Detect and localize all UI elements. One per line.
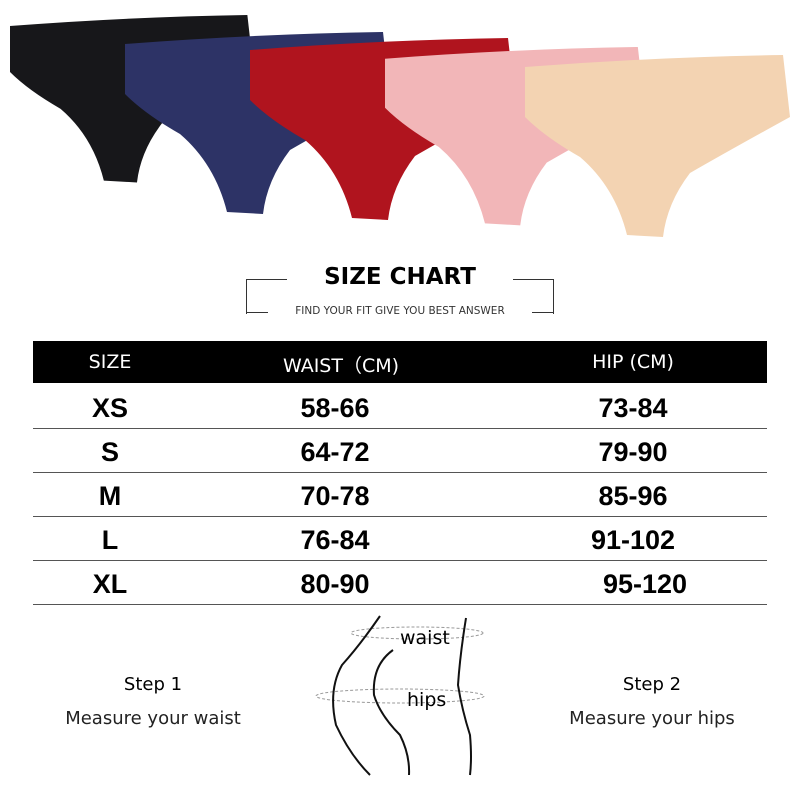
product-photo-briefs	[10, 15, 790, 237]
size-cell: S	[100, 437, 120, 467]
brief-beige	[525, 55, 790, 237]
size-chart-title: SIZE CHART	[324, 264, 476, 290]
hip-cell: 73-84	[598, 393, 668, 423]
waist-label: waist	[400, 627, 450, 649]
waist-cell: 70-78	[300, 481, 370, 511]
column-header-hip: HIP (CM)	[592, 351, 674, 373]
waist-cell: 64-72	[300, 437, 370, 467]
size-cell: XS	[91, 393, 129, 423]
waist-cell: 58-66	[300, 393, 370, 423]
size-cell: M	[98, 481, 122, 511]
column-header-size: SIZE	[88, 351, 132, 373]
waist-cell: 80-90	[300, 569, 370, 599]
table-row: XS 58-66 73-84	[33, 385, 767, 429]
column-header-waist: WAIST（CM)	[282, 355, 400, 377]
step1-desc: Measure your waist	[65, 708, 241, 729]
step1-title: Step 1	[123, 674, 183, 695]
hips-ring	[315, 688, 485, 704]
table-row: L 76-84 91-102	[33, 517, 767, 561]
bracket-left	[246, 279, 287, 314]
hip-cell: 95-120	[602, 569, 688, 599]
table-row: XL 80-90 95-120	[33, 561, 767, 605]
waist-cell: 76-84	[300, 525, 370, 555]
hip-cell: 79-90	[598, 437, 668, 467]
hip-cell: 91-102	[590, 525, 676, 555]
step2-desc: Measure your hips	[569, 708, 735, 729]
body-outline-front	[332, 615, 381, 776]
bracket-left-bottom	[246, 312, 268, 313]
hips-label: hips	[407, 689, 446, 711]
table-header: SIZE WAIST（CM) HIP (CM)	[33, 341, 767, 383]
step2-title: Step 2	[622, 674, 682, 695]
table-row: S 64-72 79-90	[33, 429, 767, 473]
body-outline-side	[456, 617, 472, 776]
waist-ring	[350, 626, 484, 640]
size-chart-subtitle: FIND YOUR FIT GIVE YOU BEST ANSWER	[295, 305, 505, 317]
size-cell: XL	[92, 569, 128, 599]
bracket-right-bottom	[532, 312, 554, 313]
body-measurement-figure: waist hips	[315, 615, 485, 776]
bracket-right	[513, 279, 554, 314]
body-outline-back	[372, 649, 411, 776]
hip-cell: 85-96	[598, 481, 668, 511]
size-cell: L	[101, 525, 119, 555]
table-row: M 70-78 85-96	[33, 473, 767, 517]
